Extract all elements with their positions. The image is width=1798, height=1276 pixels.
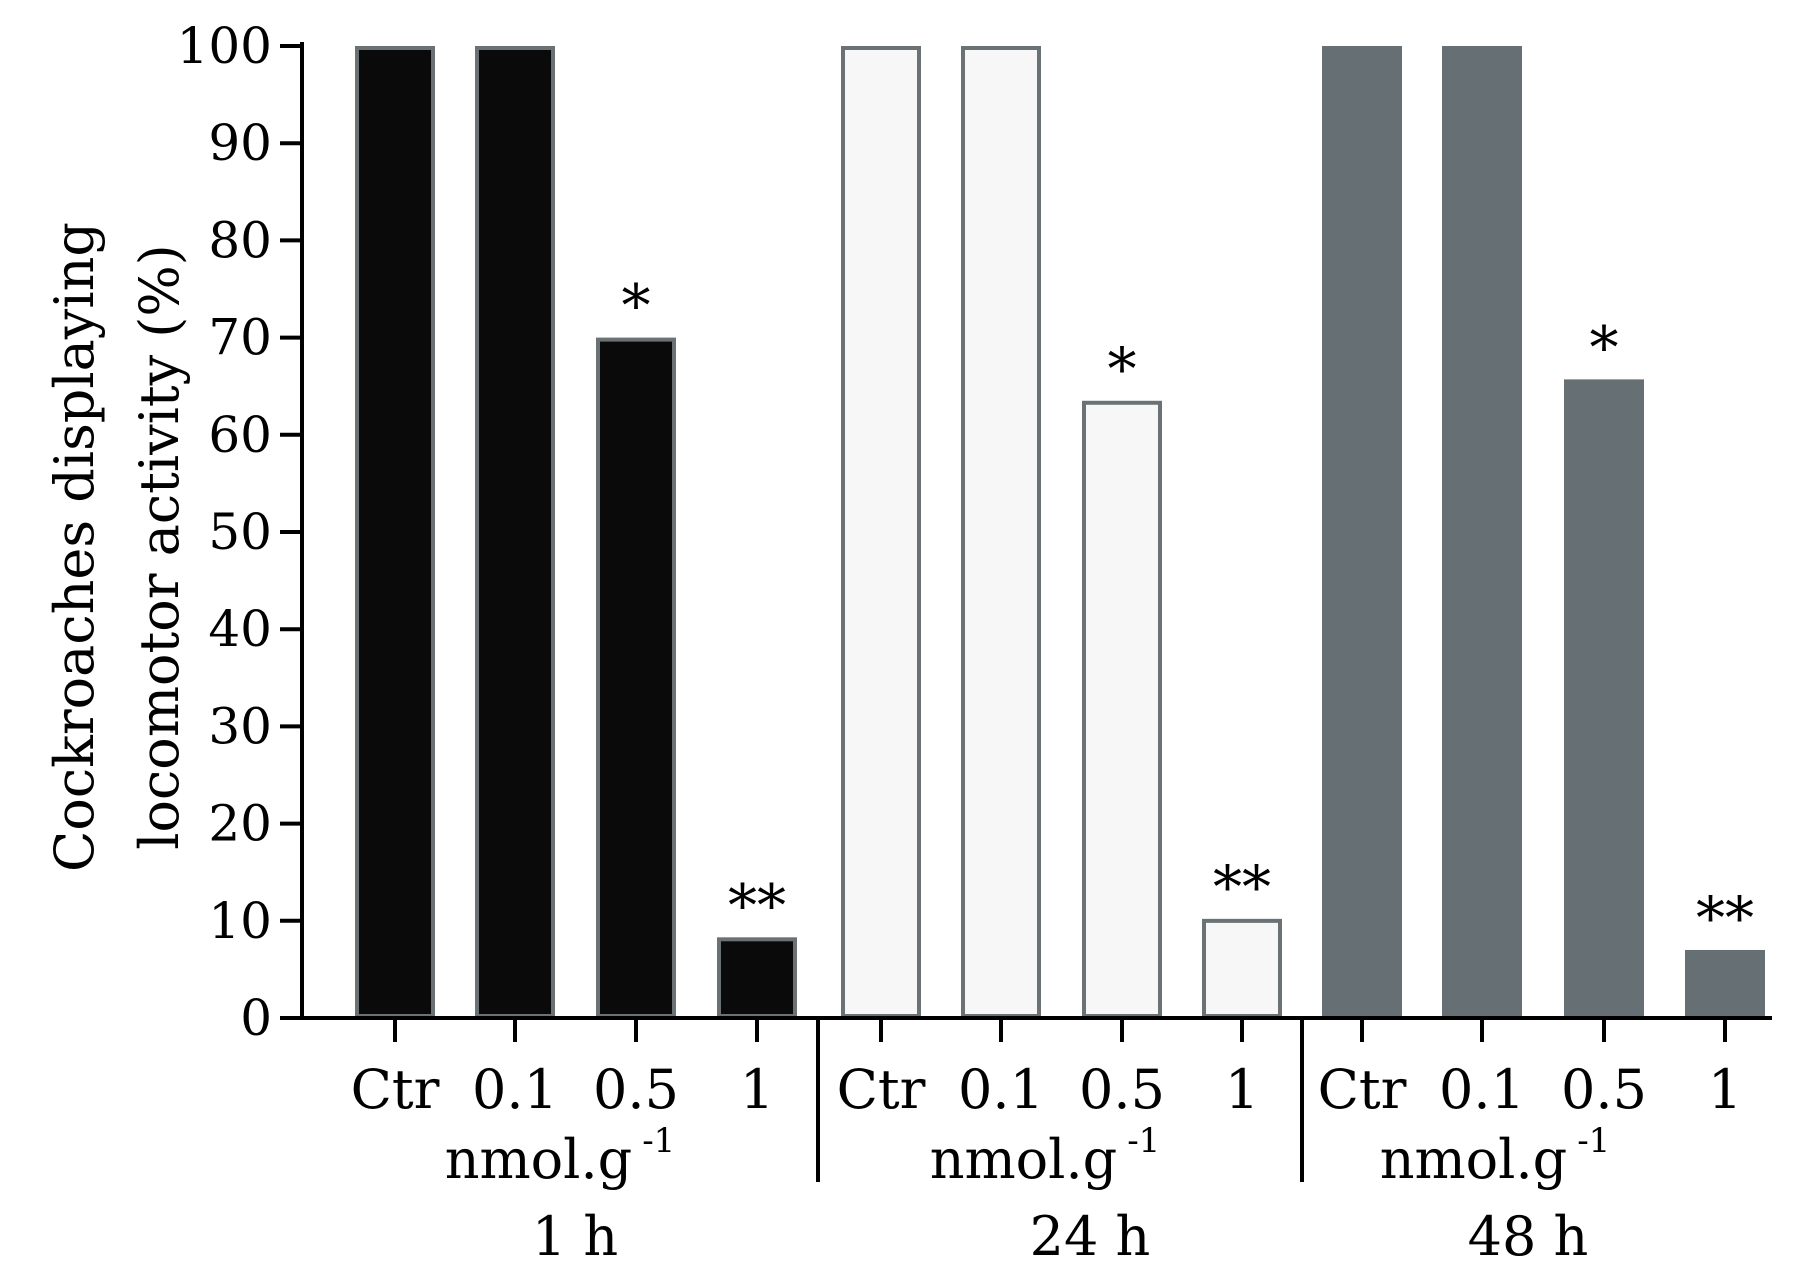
bar — [355, 46, 435, 1018]
bar — [1442, 46, 1522, 1016]
y-tick-label: 70 — [208, 309, 272, 367]
y-axis: 0 10 20 30 40 50 60 70 80 90 100 — [177, 17, 304, 1047]
group-label: 1 h — [532, 1205, 618, 1268]
y-tick-label: 100 — [177, 17, 272, 75]
significance-annotation: * — [1108, 335, 1137, 403]
y-axis-label-line: locomotor activity (%) — [128, 244, 191, 849]
y-axis-label: Cockroaches displaying locomotor activity… — [43, 222, 191, 872]
unit-label-superscript: -1 — [642, 1121, 675, 1161]
bar — [1564, 379, 1644, 1016]
y-tick-label: 30 — [208, 697, 272, 755]
y-tick-label: 80 — [208, 211, 272, 269]
x-category-label: 0.5 — [593, 1058, 679, 1121]
significance-annotation: ** — [1213, 853, 1271, 921]
unit-label-main: nmol.g — [930, 1128, 1118, 1191]
significance-annotation: ** — [1696, 884, 1754, 952]
x-category-label: Ctr — [837, 1058, 926, 1121]
unit-label-superscript: -1 — [1577, 1121, 1610, 1161]
x-category-label: 0.1 — [958, 1058, 1044, 1121]
bar — [1082, 400, 1162, 1018]
y-tick-label: 20 — [208, 795, 272, 853]
bar — [1685, 949, 1765, 1016]
x-category-label: 1 — [1708, 1058, 1742, 1121]
unit-label: nmol.g -1 — [930, 1121, 1161, 1191]
y-tick-label: 0 — [240, 989, 272, 1047]
unit-label-main: nmol.g — [445, 1128, 633, 1191]
y-tick-label: 60 — [208, 406, 272, 464]
bar — [961, 46, 1041, 1018]
x-category-label: 1 — [1225, 1058, 1259, 1121]
group-label: 48 h — [1468, 1205, 1589, 1268]
x-category-label: Ctr — [1318, 1058, 1407, 1121]
y-axis-label-line: Cockroaches displaying — [43, 222, 106, 872]
x-category-label: 1 — [740, 1058, 774, 1121]
bar — [475, 46, 555, 1018]
unit-label-main: nmol.g — [1380, 1128, 1568, 1191]
significance-annotation: * — [1590, 313, 1619, 381]
significance-annotation: ** — [728, 871, 786, 939]
y-tick-label: 10 — [208, 892, 272, 950]
x-category-label: Ctr — [351, 1058, 440, 1121]
bar — [1202, 918, 1282, 1019]
bar — [1322, 46, 1402, 1016]
unit-label-superscript: -1 — [1127, 1121, 1160, 1161]
bar — [596, 337, 676, 1019]
x-category-label: 0.5 — [1079, 1058, 1165, 1121]
y-tick-label: 40 — [208, 600, 272, 658]
x-category-label: 0.5 — [1561, 1058, 1647, 1121]
group-label: 24 h — [1030, 1205, 1151, 1268]
bars: ********* — [355, 46, 1765, 1019]
significance-annotation: * — [622, 272, 651, 340]
unit-label: nmol.g -1 — [445, 1121, 676, 1191]
y-tick-label: 90 — [208, 114, 272, 172]
x-category-label: 0.1 — [472, 1058, 558, 1121]
bar — [841, 46, 921, 1018]
bar — [717, 937, 797, 1018]
x-category-label: 0.1 — [1439, 1058, 1525, 1121]
unit-label: nmol.g -1 — [1380, 1121, 1611, 1191]
y-tick-label: 50 — [208, 503, 272, 561]
